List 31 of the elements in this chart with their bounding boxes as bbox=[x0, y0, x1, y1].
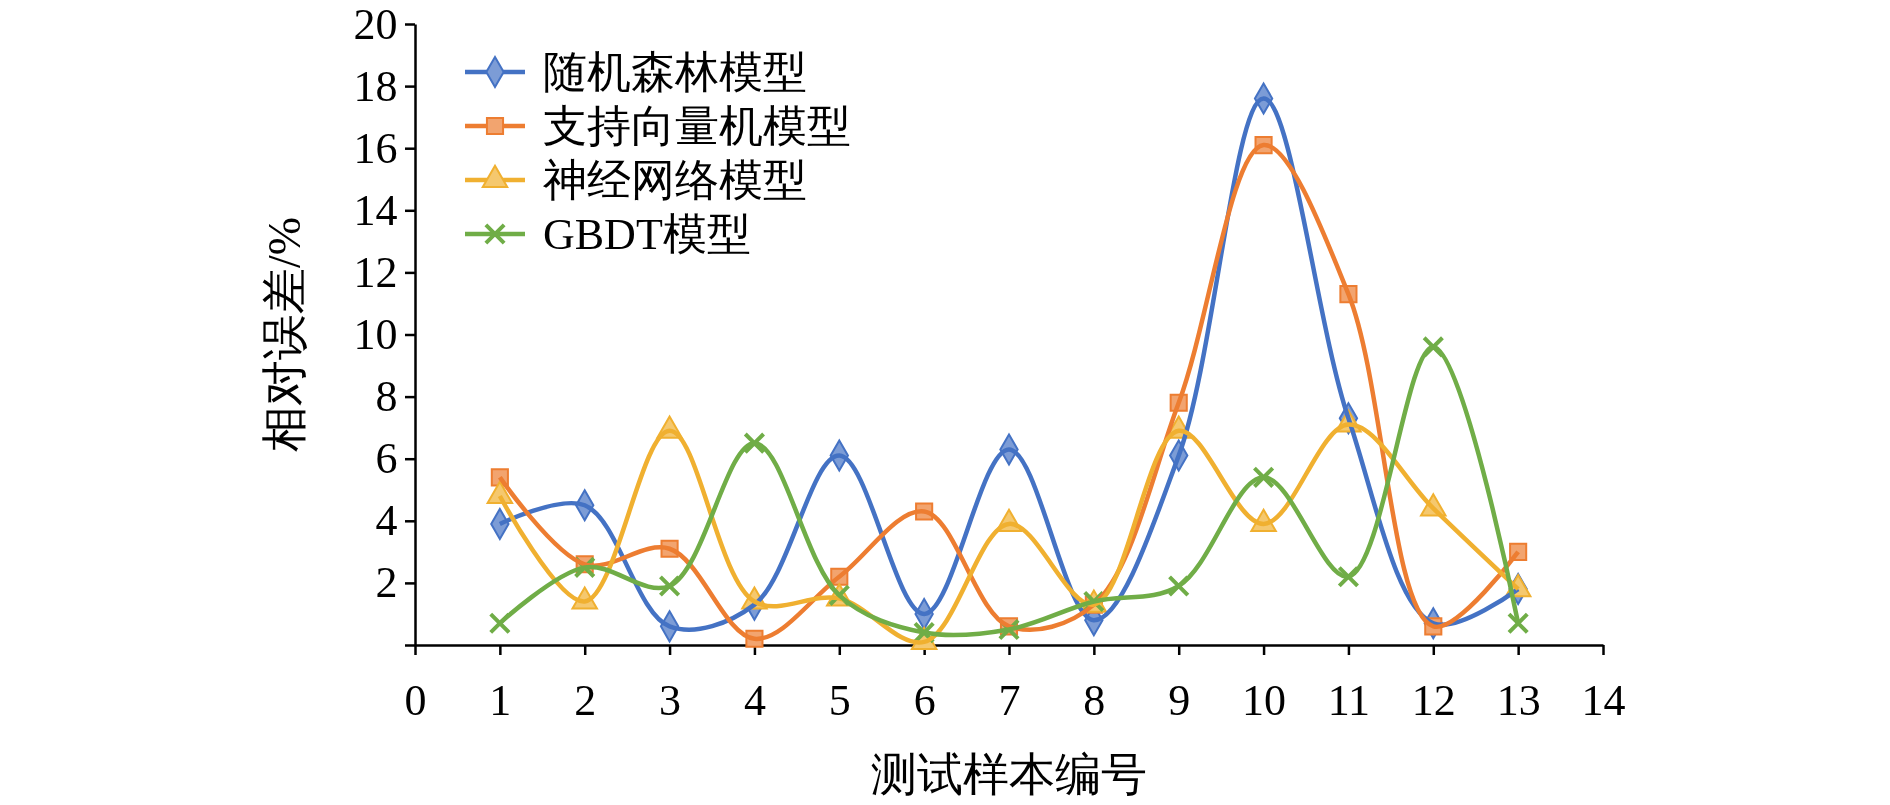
x-tick-label: 5 bbox=[828, 676, 851, 726]
x-tick-label: 0 bbox=[404, 676, 427, 726]
y-tick-label: 2 bbox=[375, 558, 398, 608]
x-tick-label: 7 bbox=[998, 676, 1021, 726]
legend-label: 神经网络模型 bbox=[543, 156, 807, 206]
x-tick-label: 11 bbox=[1327, 676, 1371, 726]
x-tick-label: 9 bbox=[1168, 676, 1191, 726]
x-tick-label: 8 bbox=[1083, 676, 1106, 726]
y-tick-label: 14 bbox=[353, 185, 398, 235]
y-tick-label: 16 bbox=[353, 123, 398, 173]
x-tick-label: 3 bbox=[659, 676, 682, 726]
legend-label: 随机森林模型 bbox=[543, 48, 807, 98]
y-tick-label: 18 bbox=[353, 61, 398, 111]
x-tick-label: 13 bbox=[1496, 676, 1541, 726]
x-tick-label: 12 bbox=[1411, 676, 1456, 726]
y-tick-label: 4 bbox=[375, 496, 398, 546]
x-axis-title: 测试样本编号 bbox=[871, 749, 1147, 800]
x-tick-label: 2 bbox=[574, 676, 597, 726]
y-tick-label: 8 bbox=[375, 372, 398, 422]
y-tick-label: 6 bbox=[375, 434, 398, 484]
y-tick-label: 20 bbox=[353, 0, 398, 49]
x-tick-label: 1 bbox=[489, 676, 512, 726]
x-tick-label: 4 bbox=[743, 676, 766, 726]
x-tick-label: 10 bbox=[1242, 676, 1287, 726]
legend-label: GBDT模型 bbox=[543, 210, 751, 260]
x-tick-label: 6 bbox=[913, 676, 936, 726]
x-tick-label: 14 bbox=[1581, 676, 1626, 726]
legend-label: 支持向量机模型 bbox=[543, 102, 851, 152]
y-tick-label: 12 bbox=[353, 247, 398, 297]
y-tick-label: 10 bbox=[353, 310, 398, 360]
y-axis-title: 相对误差/% bbox=[259, 216, 310, 453]
